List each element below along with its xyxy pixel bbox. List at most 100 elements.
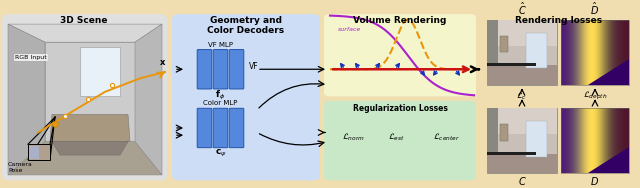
Polygon shape [135, 24, 162, 175]
Bar [579, 20, 580, 85]
Bar [570, 108, 571, 173]
Bar [500, 124, 508, 141]
Bar [618, 20, 619, 85]
Bar [80, 47, 120, 96]
Bar [604, 108, 605, 173]
Text: Rendering losses: Rendering losses [515, 16, 603, 25]
Text: Camera
Pose: Camera Pose [8, 162, 33, 173]
Bar [582, 108, 583, 173]
Bar [617, 108, 618, 173]
Bar [626, 20, 627, 85]
Bar [581, 20, 582, 85]
Bar [575, 108, 576, 173]
Bar [614, 20, 615, 85]
Bar [575, 20, 576, 85]
FancyBboxPatch shape [197, 108, 212, 148]
Bar [581, 108, 582, 173]
Bar [572, 20, 573, 85]
Bar [628, 108, 629, 173]
Bar [606, 108, 607, 173]
Bar [605, 108, 606, 173]
Bar [500, 36, 508, 52]
Bar [525, 33, 547, 68]
Bar [622, 108, 623, 173]
Bar [611, 108, 612, 173]
Bar [586, 108, 587, 173]
Bar [621, 108, 622, 173]
Bar [615, 108, 616, 173]
Text: $D$: $D$ [591, 175, 600, 187]
Bar [592, 20, 593, 85]
Bar [600, 20, 601, 85]
Text: Volume Rendering: Volume Rendering [353, 16, 447, 25]
Text: Regularization Losses: Regularization Losses [353, 104, 447, 113]
Bar [601, 108, 602, 173]
Bar [567, 20, 568, 85]
Bar [621, 20, 622, 85]
Bar [602, 20, 603, 85]
Bar [588, 108, 589, 173]
Bar [607, 108, 608, 173]
Bar [628, 20, 629, 85]
FancyBboxPatch shape [2, 14, 167, 180]
Bar [28, 144, 50, 160]
Bar [576, 108, 577, 173]
Bar [487, 20, 557, 85]
Bar [599, 20, 600, 85]
Bar [573, 20, 574, 85]
Bar [562, 108, 563, 173]
Bar [571, 108, 572, 173]
Bar [616, 108, 617, 173]
FancyBboxPatch shape [197, 50, 212, 89]
Bar [603, 20, 604, 85]
Polygon shape [8, 24, 45, 175]
Text: $\mathbf{f}_{\phi}$: $\mathbf{f}_{\phi}$ [216, 89, 225, 102]
Bar [567, 108, 568, 173]
Text: $\hat{D}$: $\hat{D}$ [591, 1, 600, 17]
Bar [619, 20, 620, 85]
Bar [622, 20, 623, 85]
Bar [618, 108, 619, 173]
FancyBboxPatch shape [213, 50, 228, 89]
Bar [570, 20, 571, 85]
Bar [607, 20, 608, 85]
Text: VF: VF [249, 62, 259, 71]
Polygon shape [8, 142, 162, 175]
Bar [599, 108, 600, 173]
Bar [625, 20, 626, 85]
Bar [561, 108, 629, 173]
Text: $\mathcal{L}_{depth}$: $\mathcal{L}_{depth}$ [582, 90, 607, 102]
Bar [623, 108, 624, 173]
Bar [620, 108, 621, 173]
Bar [624, 108, 625, 173]
FancyBboxPatch shape [324, 101, 476, 180]
Text: $\mathbf{x}$: $\mathbf{x}$ [159, 58, 166, 67]
Bar [613, 20, 614, 85]
Bar [487, 108, 557, 134]
Text: surface: surface [338, 27, 361, 32]
Polygon shape [588, 59, 629, 85]
Bar [593, 20, 594, 85]
Bar [561, 20, 562, 85]
Bar [574, 108, 575, 173]
Bar [577, 108, 578, 173]
Bar [561, 108, 629, 173]
Text: $\mathcal{L}_{center}$: $\mathcal{L}_{center}$ [433, 131, 461, 143]
Bar [568, 20, 569, 85]
Bar [586, 20, 587, 85]
Bar [594, 108, 595, 173]
Bar [561, 108, 562, 173]
Bar [595, 20, 596, 85]
Bar [593, 108, 594, 173]
Bar [589, 20, 590, 85]
Bar [578, 108, 579, 173]
Bar [616, 20, 617, 85]
Bar [591, 108, 592, 173]
Bar [612, 108, 613, 173]
Bar [613, 108, 614, 173]
Bar [604, 20, 605, 85]
Bar [571, 20, 572, 85]
Bar [602, 108, 603, 173]
Text: Geometry and
Color Decoders: Geometry and Color Decoders [207, 16, 285, 35]
Text: $C$: $C$ [518, 175, 526, 187]
